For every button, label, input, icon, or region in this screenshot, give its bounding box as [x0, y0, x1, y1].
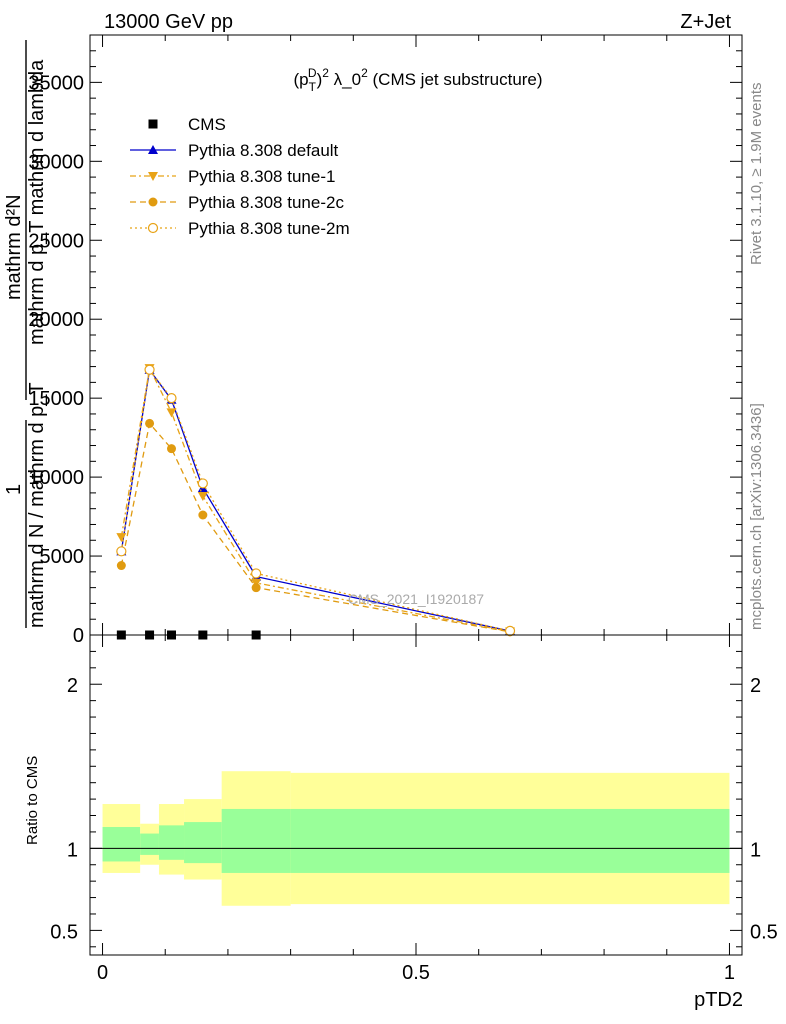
main-y-label: mathrm d²N mathrm d p_T mathrm d lambda …	[3, 40, 48, 628]
main-y-tick-label: 10000	[28, 467, 84, 489]
main-y-tick-label: 25000	[28, 230, 84, 252]
tune2m-marker	[144, 364, 155, 375]
y-label-numerator: mathrm d²N	[3, 194, 25, 300]
main-y-tick-label: 30000	[28, 151, 84, 173]
ratio-panel: 0.5 0.5 1 1 2 2 0 0.5 1 Ratio to CMS pTD2	[24, 634, 778, 1011]
series-line	[120, 368, 511, 632]
ratio-y-tick-label-right: 2	[750, 675, 761, 697]
header-left: 13000 GeV pp	[104, 11, 233, 33]
legend-label: Pythia 8.308 tune-1	[188, 167, 335, 186]
x-axis-label: pTD2	[694, 989, 743, 1011]
series-line	[120, 421, 511, 633]
legend-label: Pythia 8.308 tune-2m	[188, 219, 350, 238]
y-label-prefix: 1	[3, 484, 25, 495]
header-right: Z+Jet	[680, 11, 731, 33]
main-y-tick-label: 5000	[40, 546, 85, 568]
ratio-y-tick-label: 2	[67, 675, 78, 697]
tune2c-marker	[251, 583, 261, 593]
ratio-y-tick-label: 1	[67, 839, 78, 861]
tune2c-marker	[167, 444, 176, 454]
tune1-marker	[197, 492, 208, 502]
main-y-axis: 0 5000 10000 15000 20000 25000 30000 35000	[28, 34, 742, 647]
tune2m-marker	[116, 546, 127, 557]
plot-title: (pTD)2 λ_02 (CMS jet substructure)	[293, 66, 542, 94]
ratio-y-tick-label-right: 0.5	[750, 921, 778, 943]
main-y-tick-label: 20000	[28, 309, 84, 331]
legend-label: CMS	[188, 115, 226, 134]
mcplots-label: mcplots.cern.ch [arXiv:1306.3436]	[748, 403, 765, 630]
ratio-y-tick-label-right: 1	[750, 839, 761, 861]
default-marker	[148, 145, 158, 154]
ratio-inner-band	[158, 825, 185, 860]
tune2m-marker	[197, 478, 208, 489]
y-label-denominator: mathrm d p_T mathrm d lambda	[26, 59, 48, 345]
main-plot-content	[116, 364, 516, 640]
analysis-watermark: CMS_2021_I1920187	[348, 591, 484, 607]
ratio-inner-band	[221, 808, 291, 873]
tune2c-marker	[148, 197, 158, 207]
legend: CMS Pythia 8.308 default Pythia 8.308 tune…	[130, 115, 350, 238]
tune1-marker	[148, 172, 158, 181]
main-panel: 0 5000 10000 15000 20000 25000 30000 35000 CMS_…	[3, 34, 743, 647]
tune2m-marker	[166, 393, 177, 404]
ratio-x-tick-label: 1	[724, 962, 735, 984]
tune1-marker	[116, 533, 127, 543]
legend-label: Pythia 8.308 tune-2c	[188, 193, 344, 212]
series-4	[116, 364, 516, 636]
tune2m-marker	[147, 222, 159, 234]
tune1-marker	[166, 408, 177, 418]
ratio-inner-band	[184, 822, 222, 864]
main-y-tick-label: 15000	[28, 388, 84, 410]
legend-label: Pythia 8.308 default	[188, 141, 339, 160]
ratio-x-tick-label: 0	[97, 962, 108, 984]
ratio-y-label: Ratio to CMS	[24, 756, 41, 845]
main-y-tick-label: 35000	[28, 72, 84, 94]
cms-data-point	[148, 119, 158, 129]
ratio-axes: 0.5 0.5 1 1 2 2 0 0.5 1	[50, 635, 778, 984]
ratio-x-tick-label: 0.5	[402, 962, 430, 984]
main-y-tick-label: 0	[73, 625, 84, 647]
tune2m-marker	[504, 625, 516, 636]
series-line	[120, 368, 511, 632]
y-label-prefix-denominator: mathrm d N / mathrm d p_T	[26, 382, 48, 628]
rivet-label: Rivet 3.1.10, ≥ 1.9M events	[748, 83, 765, 266]
tune2c-marker	[116, 561, 126, 571]
ratio-inner-band	[140, 833, 159, 855]
tune2c-marker	[198, 510, 208, 520]
ratio-bands	[90, 771, 742, 906]
tune2m-marker	[251, 568, 262, 579]
ratio-inner-band	[102, 827, 141, 862]
tune2c-marker	[145, 418, 155, 428]
ratio-y-tick-label: 0.5	[50, 921, 78, 943]
ratio-inner-band	[290, 808, 730, 873]
